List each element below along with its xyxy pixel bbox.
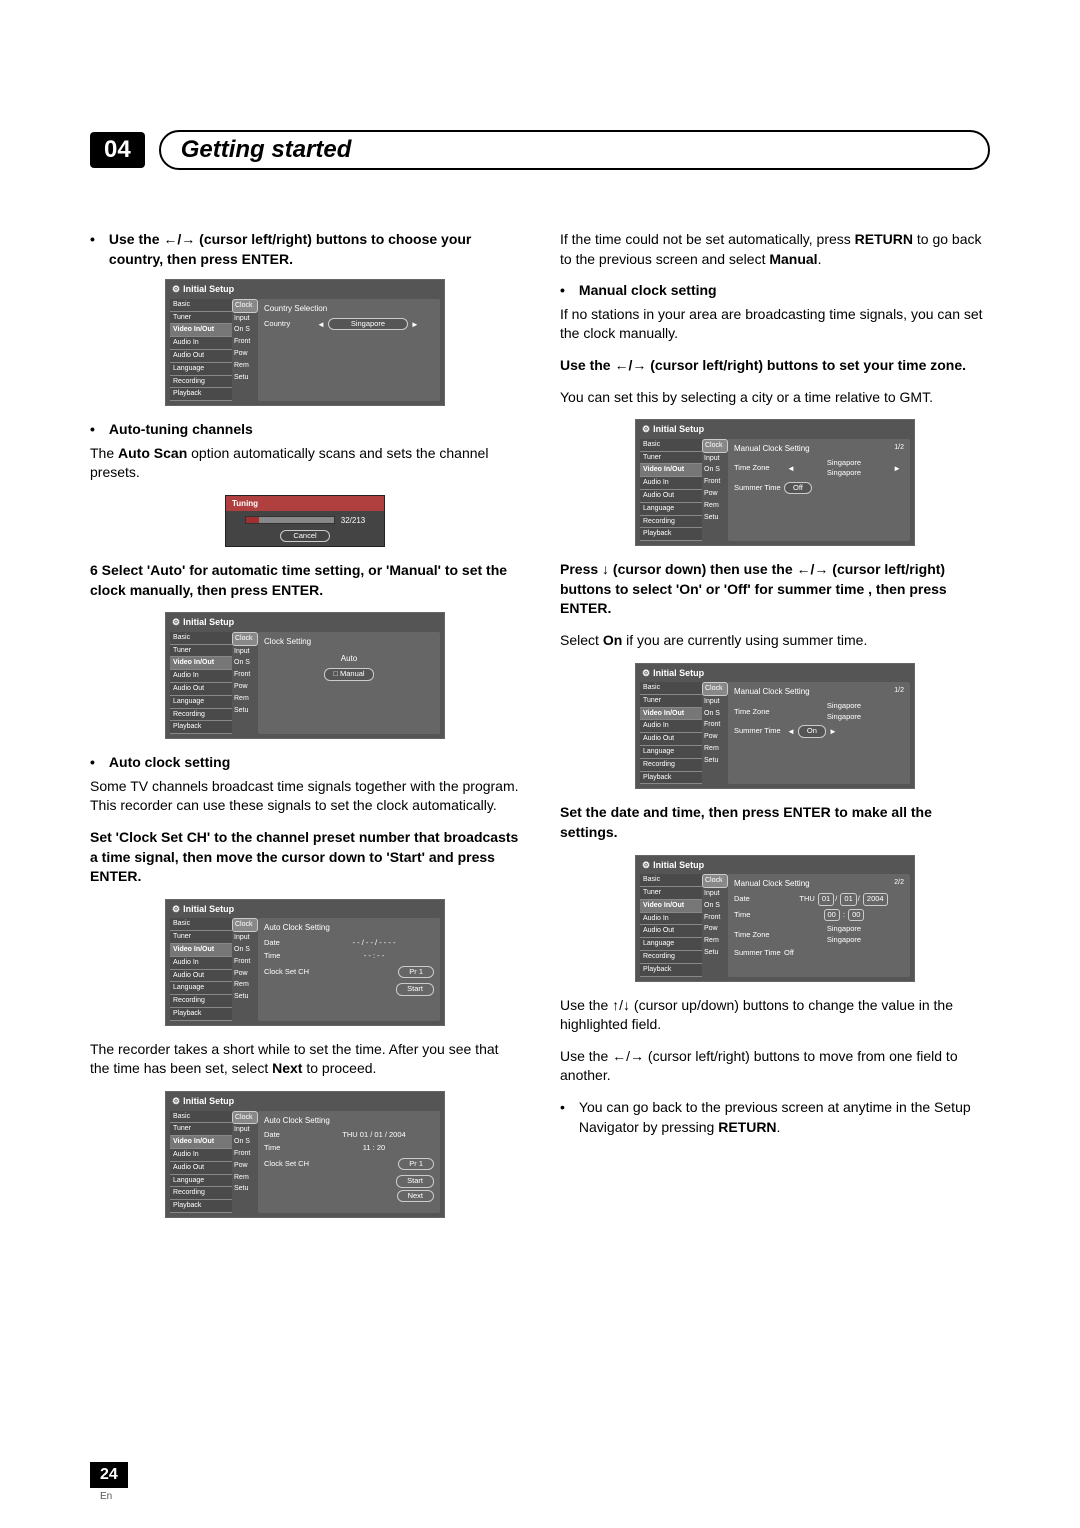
autoclock-desc: Some TV channels broadcast time signals … [90,777,520,816]
osd-manual-clock-1: Initial Setup Basic Tuner Video In/Out A… [635,419,915,546]
osd-auto-clock-2: Initial Setup Basic Tuner Video In/Out A… [165,1091,445,1218]
heading-autotuning: • Auto-tuning channels [90,420,520,440]
cancel-button[interactable]: Cancel [280,530,329,543]
progress-bar [245,516,335,524]
page-number: 24 [90,1462,128,1488]
manualclock-desc: If no stations in your area are broadcas… [560,305,990,344]
heading-autoclock: • Auto clock setting [90,753,520,773]
chapter-header: 04 Getting started [90,130,990,170]
timezone-desc: You can set this by selecting a city or … [560,388,990,408]
osd-auto-clock-1: Initial Setup Basic Tuner Video In/Out A… [165,899,445,1026]
timezone-instr: Use the ←/→ (cursor left/right) buttons … [560,356,990,376]
step-6: 6 Select 'Auto' for automatic time setti… [90,561,520,600]
gear-icon [172,1096,183,1106]
instruction-country: • Use the ←/→ (cursor left/right) button… [90,230,520,269]
left-column: • Use the ←/→ (cursor left/right) button… [90,230,520,1232]
summertime-note: Select On if you are currently using sum… [560,631,990,651]
return-note: • You can go back to the previous screen… [560,1098,990,1137]
osd-country-selection: Initial Setup Basic Tuner Video In/Out A… [165,279,445,406]
page-lang: En [100,1491,112,1502]
chapter-number: 04 [90,132,145,168]
chapter-title: Getting started [181,136,352,163]
osd-menu: Basic Tuner Video In/Out Audio In Audio … [170,299,232,401]
right-column: If the time could not be set automatical… [560,230,990,1232]
osd-clock-setting: Initial Setup Basic Tuner Video In/Out A… [165,612,445,739]
heading-manualclock: • Manual clock setting [560,281,990,301]
gear-icon [172,904,183,914]
osd-manual-clock-2: Initial Setup Basic Tuner Video In/Out A… [635,663,915,790]
leftright-note: Use the ←/→ (cursor left/right) buttons … [560,1047,990,1086]
chapter-title-box: Getting started [159,130,990,170]
next-instr: The recorder takes a short while to set … [90,1040,520,1079]
updown-note: Use the ↑/↓ (cursor up/down) buttons to … [560,996,990,1035]
gear-icon [172,617,183,627]
gear-icon [642,668,653,678]
return-instr: If the time could not be set automatical… [560,230,990,269]
autoclock-instr: Set 'Clock Set CH' to the channel preset… [90,828,520,887]
gear-icon [642,860,653,870]
gear-icon [642,424,653,434]
summertime-instr: Press ↓ (cursor down) then use the ←/→ (… [560,560,990,619]
osd-submenu: Clock Input On S Front Pow Rem Setu [232,299,258,401]
osd-manual-clock-3: Initial Setup Basic Tuner Video In/Out A… [635,855,915,982]
osd-tuning: Tuning 32/213 Cancel [225,495,385,547]
datetime-instr: Set the date and time, then press ENTER … [560,803,990,842]
autotuning-desc: The Auto Scan option automatically scans… [90,444,520,483]
gear-icon [172,284,183,294]
